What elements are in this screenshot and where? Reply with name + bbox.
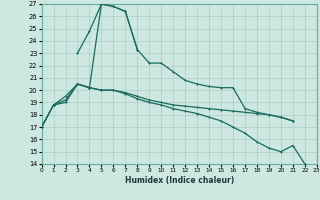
X-axis label: Humidex (Indice chaleur): Humidex (Indice chaleur) (124, 176, 234, 185)
